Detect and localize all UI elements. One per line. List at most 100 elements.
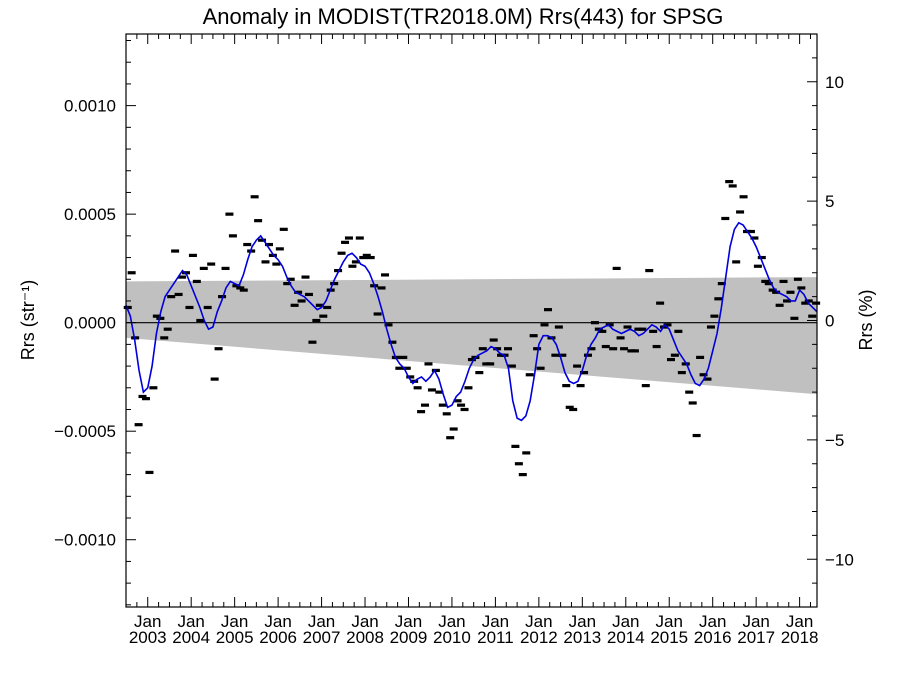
data-point — [366, 255, 375, 260]
data-point — [493, 347, 502, 351]
data-point — [254, 219, 263, 223]
data-point — [489, 338, 498, 342]
x-tick-label-year: 2016 — [694, 628, 732, 647]
data-point — [359, 255, 368, 260]
data-point — [373, 312, 382, 316]
y-right-tick-label: 5 — [825, 192, 834, 211]
data-point — [562, 384, 571, 388]
data-point — [457, 403, 466, 407]
data-point — [717, 282, 726, 286]
data-point — [243, 242, 252, 247]
data-point — [573, 364, 582, 368]
data-point — [174, 292, 183, 297]
x-tick-label-year: 2006 — [259, 628, 297, 647]
data-point — [435, 390, 444, 394]
data-point — [196, 318, 205, 323]
data-point — [431, 368, 440, 373]
data-point — [141, 397, 150, 401]
data-point — [649, 329, 658, 333]
y-left-tick-label: −0.0005 — [54, 422, 116, 441]
data-point — [580, 370, 589, 375]
data-point — [131, 336, 140, 340]
x-tick-label-year: 2013 — [563, 628, 601, 647]
data-point — [507, 364, 516, 368]
data-point — [576, 384, 585, 388]
data-point — [221, 266, 230, 271]
data-point — [725, 179, 734, 184]
data-point — [630, 349, 639, 353]
data-point — [569, 407, 578, 412]
data-point — [688, 401, 697, 405]
data-point — [420, 403, 429, 407]
data-point — [330, 282, 339, 286]
data-point — [623, 325, 632, 329]
data-point — [453, 399, 462, 403]
data-point — [478, 347, 487, 351]
data-point — [616, 336, 625, 340]
x-tick-label-month: Jan — [742, 612, 769, 631]
data-point — [207, 262, 216, 266]
data-point — [703, 377, 712, 381]
data-point — [764, 282, 773, 286]
data-point — [525, 373, 534, 377]
data-point — [156, 316, 165, 320]
data-point — [134, 423, 143, 427]
data-point — [779, 279, 788, 284]
data-point — [685, 390, 694, 394]
data-point — [381, 273, 390, 277]
data-point — [612, 266, 621, 271]
data-point — [351, 260, 360, 264]
chart-title: Anomaly in MODIST(TR2018.0M) Rrs(443) fo… — [203, 4, 724, 29]
data-point — [663, 323, 672, 327]
data-point — [801, 301, 810, 305]
data-point — [192, 279, 201, 284]
data-point — [514, 462, 523, 466]
data-point — [522, 451, 531, 455]
x-tick-label-year: 2011 — [477, 628, 514, 647]
data-point — [290, 303, 299, 307]
data-point — [312, 318, 321, 323]
data-point — [348, 264, 357, 268]
data-point — [721, 216, 730, 221]
data-point — [344, 236, 353, 240]
data-point — [511, 444, 520, 448]
data-point — [674, 329, 683, 333]
data-point — [399, 355, 408, 359]
data-point — [239, 288, 248, 292]
data-point — [185, 305, 194, 310]
data-point — [258, 238, 267, 242]
uncertainty-band — [126, 277, 817, 395]
data-point — [384, 323, 393, 327]
data-point — [427, 388, 436, 392]
data-point — [804, 299, 813, 303]
data-point — [739, 195, 748, 199]
x-tick-label-month: Jan — [656, 612, 683, 631]
x-tick-label-month: Jan — [569, 612, 596, 631]
data-point — [413, 386, 422, 390]
data-point — [308, 340, 317, 344]
data-point — [677, 370, 686, 375]
data-point — [188, 253, 197, 257]
x-tick-label-month: Jan — [221, 612, 248, 631]
data-point — [518, 473, 527, 477]
y-left-tick-label: 0.0000 — [64, 314, 116, 333]
data-point — [127, 271, 136, 275]
data-point — [167, 295, 176, 299]
x-tick-label-year: 2004 — [172, 628, 210, 647]
data-point — [264, 242, 273, 247]
data-point — [601, 344, 610, 349]
data-point — [214, 347, 223, 351]
data-point — [714, 297, 723, 301]
data-point — [605, 323, 614, 327]
data-point — [210, 377, 219, 381]
x-tick-label-month: Jan — [264, 612, 291, 631]
data-point — [652, 344, 661, 349]
data-point — [232, 284, 241, 288]
data-point — [666, 357, 675, 362]
x-tick-label-month: Jan — [308, 612, 335, 631]
x-tick-label-year: 2010 — [433, 628, 471, 647]
data-point — [417, 410, 426, 414]
data-point — [149, 386, 158, 390]
data-point — [152, 314, 161, 318]
data-point — [533, 347, 542, 351]
